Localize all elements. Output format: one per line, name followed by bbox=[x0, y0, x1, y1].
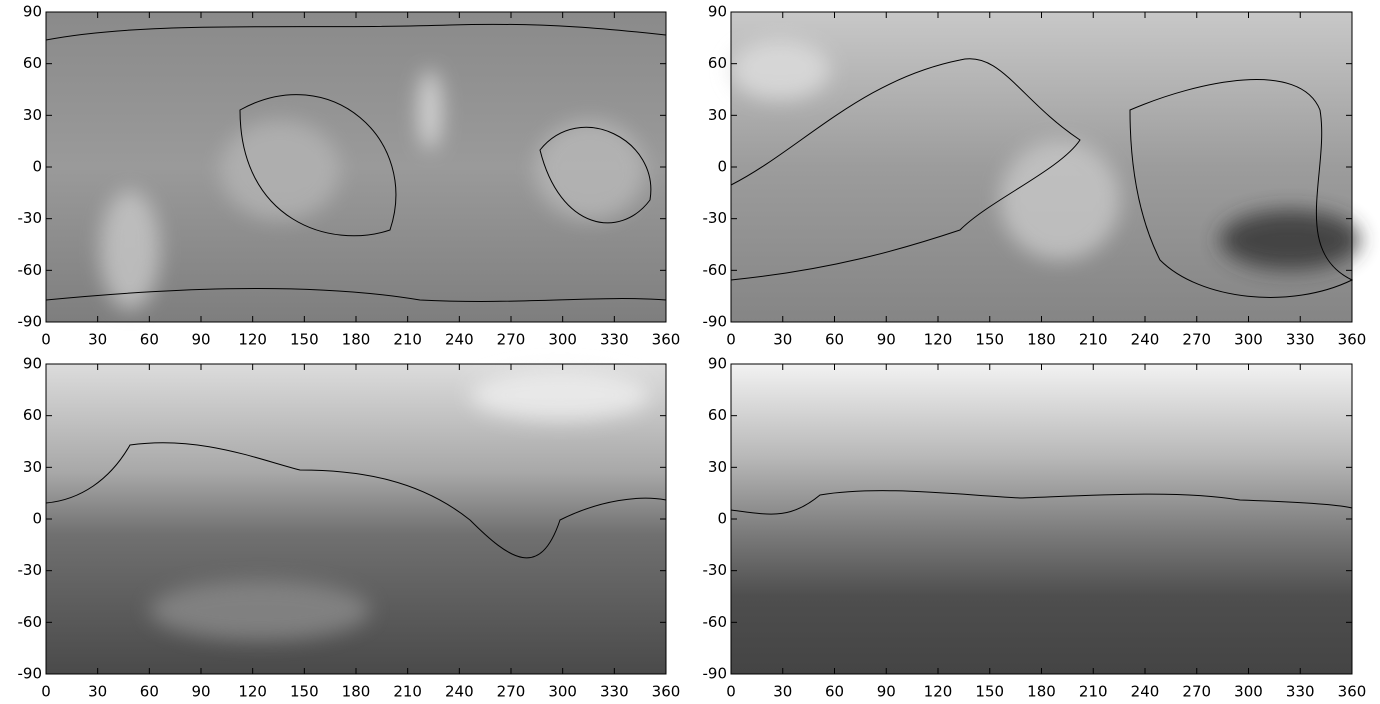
x-tick-label: 210 bbox=[393, 683, 422, 701]
x-tick-label: 120 bbox=[924, 331, 953, 349]
y-tick-label: 60 bbox=[23, 406, 42, 424]
x-tick-label: 270 bbox=[1182, 331, 1211, 349]
y-tick-label: -60 bbox=[703, 261, 728, 279]
x-tick-label: 150 bbox=[975, 331, 1004, 349]
x-tick-label: 120 bbox=[238, 331, 267, 349]
x-tick-label: 210 bbox=[1079, 683, 1108, 701]
x-tick-label: 330 bbox=[1286, 683, 1315, 701]
x-tick-label: 60 bbox=[825, 683, 844, 701]
x-tick-label: 60 bbox=[140, 331, 159, 349]
y-tick-label: -90 bbox=[18, 313, 43, 331]
y-tick-label: -60 bbox=[18, 613, 43, 631]
x-tick-label: 120 bbox=[924, 683, 953, 701]
x-tick-label: 210 bbox=[1079, 331, 1108, 349]
x-tick-label: 360 bbox=[1338, 683, 1367, 701]
x-tick-label: 120 bbox=[238, 683, 267, 701]
y-tick-label: -30 bbox=[18, 561, 43, 579]
y-tick-label: -60 bbox=[703, 613, 728, 631]
x-tick-label: 0 bbox=[41, 331, 51, 349]
y-tick-label: 30 bbox=[23, 458, 42, 476]
x-tick-label: 300 bbox=[1234, 683, 1263, 701]
x-tick-label: 90 bbox=[877, 683, 896, 701]
x-tick-label: 300 bbox=[1234, 331, 1263, 349]
x-tick-label: 240 bbox=[445, 331, 474, 349]
contour-field bbox=[731, 364, 1352, 674]
x-tick-label: 360 bbox=[652, 683, 681, 701]
y-tick-label: 30 bbox=[708, 106, 727, 124]
contour-lines bbox=[45, 23, 1354, 559]
x-tick-label: 150 bbox=[290, 683, 319, 701]
decoration bbox=[100, 40, 1360, 640]
x-tick-label: 0 bbox=[41, 683, 51, 701]
x-tick-label: 90 bbox=[191, 331, 210, 349]
x-tick-label: 180 bbox=[1027, 683, 1056, 701]
x-tick-label: 60 bbox=[825, 331, 844, 349]
y-tick-label: -60 bbox=[18, 261, 43, 279]
x-tick-label: 360 bbox=[1338, 331, 1367, 349]
x-tick-label: 30 bbox=[773, 683, 792, 701]
x-tick-label: 180 bbox=[1027, 331, 1056, 349]
x-tick-label: 0 bbox=[726, 331, 736, 349]
x-tick-label: 240 bbox=[1131, 683, 1160, 701]
x-tick-label: 270 bbox=[1182, 683, 1211, 701]
x-tick-label: 270 bbox=[497, 683, 526, 701]
x-tick-label: 150 bbox=[975, 683, 1004, 701]
axes: 0 30 60 90 120 150 180 210 240 270 300 330 360-90-60… bbox=[18, 3, 1367, 701]
y-tick-label: 30 bbox=[23, 106, 42, 124]
x-tick-label: 30 bbox=[88, 683, 107, 701]
y-tick-label: 90 bbox=[708, 3, 727, 21]
x-tick-label: 270 bbox=[497, 331, 526, 349]
y-tick-label: 90 bbox=[708, 355, 727, 373]
x-tick-label: 330 bbox=[600, 683, 629, 701]
y-tick-label: 60 bbox=[708, 406, 727, 424]
x-tick-label: 360 bbox=[652, 331, 681, 349]
y-tick-label: 0 bbox=[717, 158, 727, 176]
x-tick-label: 150 bbox=[290, 331, 319, 349]
y-tick-label: -30 bbox=[703, 209, 728, 227]
y-tick-label: -90 bbox=[703, 313, 728, 331]
x-tick-label: 330 bbox=[1286, 331, 1315, 349]
x-tick-label: 300 bbox=[548, 683, 577, 701]
y-tick-label: -30 bbox=[18, 209, 43, 227]
x-tick-label: 180 bbox=[342, 331, 371, 349]
y-tick-label: 30 bbox=[708, 458, 727, 476]
y-tick-label: -30 bbox=[703, 561, 728, 579]
y-tick-label: 0 bbox=[32, 158, 42, 176]
x-tick-label: 90 bbox=[877, 331, 896, 349]
x-tick-label: 60 bbox=[140, 683, 159, 701]
x-tick-label: 210 bbox=[393, 331, 422, 349]
x-tick-label: 0 bbox=[726, 683, 736, 701]
y-tick-label: -90 bbox=[18, 665, 43, 683]
x-tick-label: 240 bbox=[1131, 331, 1160, 349]
x-tick-label: 30 bbox=[773, 331, 792, 349]
x-tick-label: 90 bbox=[191, 683, 210, 701]
x-tick-label: 180 bbox=[342, 683, 371, 701]
y-tick-label: 60 bbox=[708, 54, 727, 72]
y-tick-label: -90 bbox=[703, 665, 728, 683]
x-tick-label: 240 bbox=[445, 683, 474, 701]
y-tick-label: 0 bbox=[717, 510, 727, 528]
y-tick-label: 90 bbox=[23, 355, 42, 373]
x-tick-label: 30 bbox=[88, 331, 107, 349]
y-tick-label: 90 bbox=[23, 3, 42, 21]
y-tick-label: 60 bbox=[23, 54, 42, 72]
y-tick-label: 0 bbox=[32, 510, 42, 528]
x-tick-label: 300 bbox=[548, 331, 577, 349]
x-tick-label: 330 bbox=[600, 331, 629, 349]
